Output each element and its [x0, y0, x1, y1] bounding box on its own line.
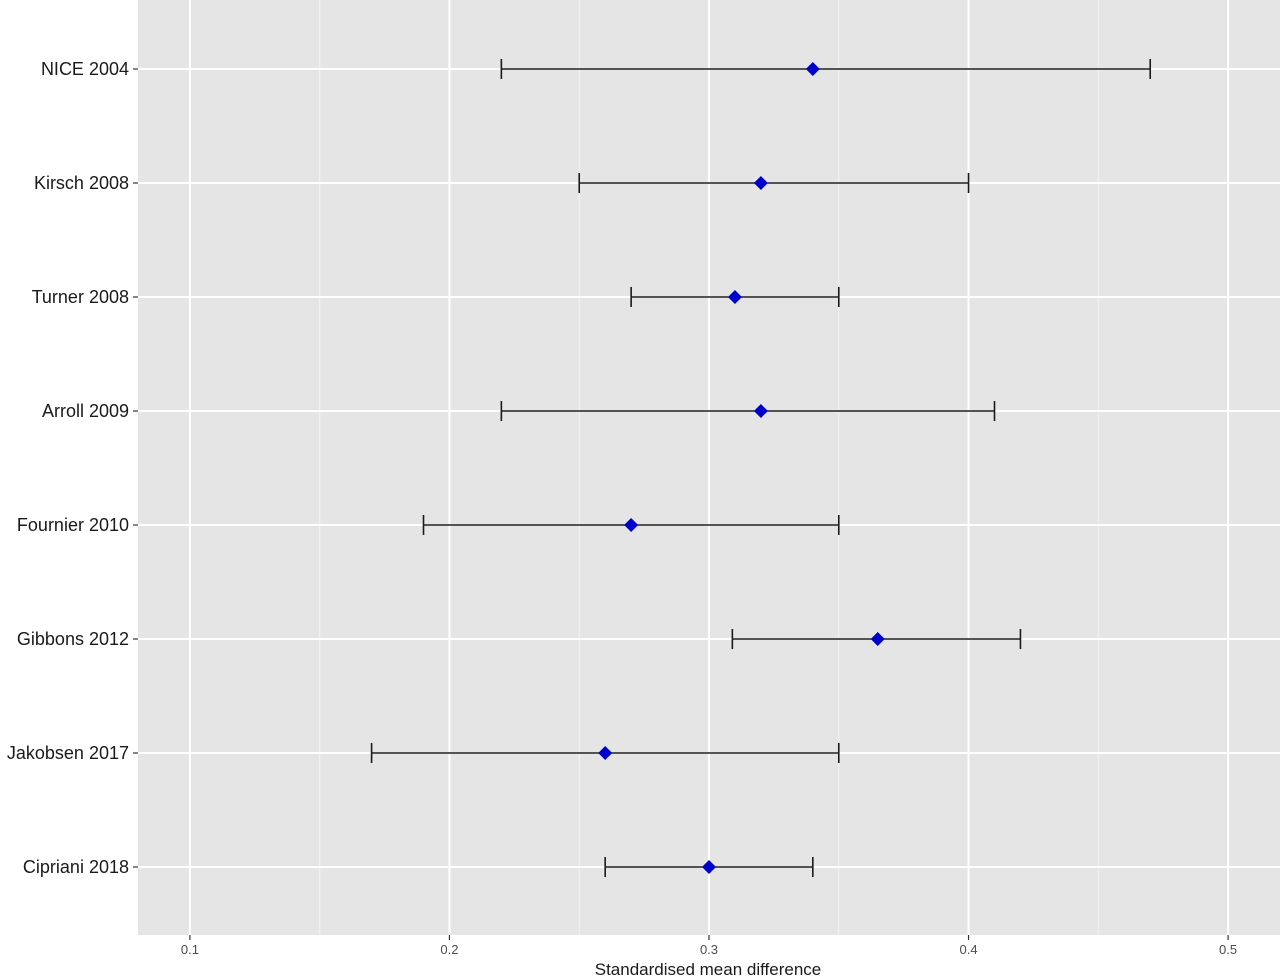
point-estimate: [753, 176, 768, 190]
y-tick-label: Gibbons 2012: [17, 629, 129, 649]
y-tick-label: NICE 2004: [41, 59, 129, 79]
x-tick-label: 0.2: [440, 942, 458, 957]
y-tick-label: Turner 2008: [32, 287, 129, 307]
point-estimate: [624, 518, 639, 532]
point-estimate: [598, 746, 613, 760]
x-tick-label: 0.1: [181, 942, 199, 957]
y-tick-label: Fournier 2010: [17, 515, 129, 535]
point-estimate: [870, 632, 885, 646]
y-axis: NICE 2004 Kirsch 2008 Turner 2008 Arroll 20…: [7, 59, 138, 877]
point-estimate: [702, 860, 716, 874]
point-estimate: [727, 290, 742, 304]
x-tick-label: 0.3: [700, 942, 718, 957]
y-tick-label: Cipriani 2018: [23, 857, 129, 877]
point-estimates: [598, 62, 885, 874]
x-tick-label: 0.5: [1219, 942, 1237, 957]
x-axis-title: Standardised mean difference: [595, 960, 822, 978]
y-tick-label: Arroll 2009: [42, 401, 129, 421]
x-tick-label: 0.4: [960, 942, 978, 957]
x-axis: 0.1 0.2 0.3 0.4 0.5: [181, 935, 1237, 957]
point-estimate: [805, 62, 820, 76]
point-estimate: [753, 404, 768, 418]
y-tick-label: Jakobsen 2017: [7, 743, 129, 763]
y-tick-label: Kirsch 2008: [34, 173, 129, 193]
